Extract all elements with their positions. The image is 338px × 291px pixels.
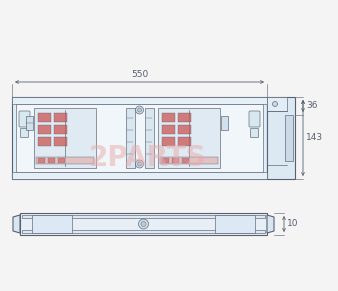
Text: 36: 36 xyxy=(306,102,317,111)
Bar xyxy=(54,137,67,146)
Circle shape xyxy=(141,221,146,226)
Bar xyxy=(145,108,153,168)
Bar xyxy=(58,158,65,163)
Bar xyxy=(38,125,51,134)
Bar xyxy=(48,158,55,163)
Bar xyxy=(32,215,72,233)
Bar xyxy=(285,115,293,161)
Bar xyxy=(215,215,255,233)
Circle shape xyxy=(272,102,277,107)
Bar xyxy=(38,137,51,146)
Bar xyxy=(36,157,94,164)
Bar xyxy=(162,125,174,134)
Text: 550: 550 xyxy=(131,70,148,79)
Bar xyxy=(158,108,219,168)
Bar xyxy=(54,125,67,134)
Circle shape xyxy=(138,162,142,166)
Bar xyxy=(34,108,96,168)
Bar xyxy=(177,113,191,122)
FancyBboxPatch shape xyxy=(19,111,30,127)
Bar xyxy=(177,125,191,134)
Bar xyxy=(22,230,265,233)
Bar xyxy=(182,158,189,163)
Bar xyxy=(12,172,267,179)
Bar xyxy=(267,97,295,179)
Bar xyxy=(16,104,263,172)
Bar xyxy=(267,97,287,111)
Polygon shape xyxy=(267,215,274,233)
FancyBboxPatch shape xyxy=(250,129,259,138)
Text: 2PARTS: 2PARTS xyxy=(89,144,207,172)
Bar xyxy=(162,137,174,146)
Bar xyxy=(220,116,227,130)
FancyBboxPatch shape xyxy=(21,129,28,138)
Text: 143: 143 xyxy=(306,134,323,143)
Bar xyxy=(162,113,174,122)
Bar xyxy=(12,97,267,104)
Bar xyxy=(22,215,265,218)
Bar xyxy=(38,113,51,122)
Bar xyxy=(54,113,67,122)
Bar xyxy=(38,158,45,163)
Bar xyxy=(26,116,33,130)
Bar xyxy=(162,158,169,163)
Text: 10: 10 xyxy=(287,219,298,228)
Bar xyxy=(12,97,267,179)
Circle shape xyxy=(138,108,142,112)
FancyBboxPatch shape xyxy=(249,111,260,127)
Bar xyxy=(171,158,178,163)
Bar xyxy=(177,137,191,146)
Circle shape xyxy=(139,219,148,229)
Circle shape xyxy=(136,106,144,114)
Bar xyxy=(160,157,217,164)
Circle shape xyxy=(136,160,144,168)
Bar xyxy=(125,108,135,168)
Bar xyxy=(20,213,267,235)
Polygon shape xyxy=(13,215,20,233)
